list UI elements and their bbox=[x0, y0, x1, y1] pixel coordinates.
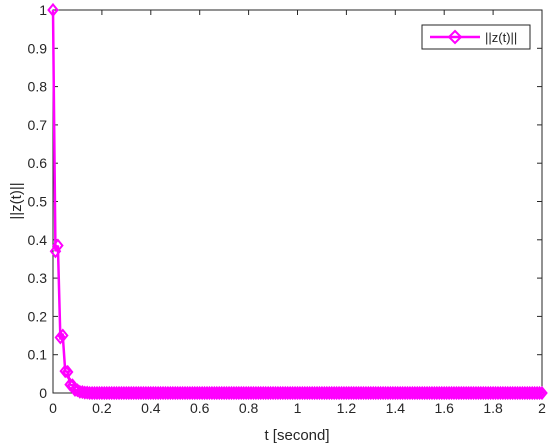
x-tick-label: 0.6 bbox=[190, 400, 210, 416]
data-point bbox=[52, 238, 64, 253]
legend: ||z(t)|| bbox=[421, 24, 531, 50]
data-point bbox=[47, 2, 59, 18]
y-tick-label: 0.4 bbox=[28, 232, 48, 248]
axis-ticks: 0 0.2 0.4 0.6 0.8 1 1.2 1.4 1.6 1.8 2 0 0.1 0.2 0.3 0.4… bbox=[28, 2, 547, 416]
x-tick-label: 1.8 bbox=[483, 400, 503, 416]
y-tick-label: 1 bbox=[39, 2, 47, 18]
y-tick-label: 0 bbox=[39, 385, 47, 401]
x-axis-label: t [second] bbox=[264, 427, 329, 444]
y-tick-label: 0.5 bbox=[28, 194, 48, 210]
x-tick-label: 1.2 bbox=[337, 400, 357, 416]
x-tick-label: 1.4 bbox=[386, 400, 406, 416]
y-tick-label: 0.8 bbox=[28, 79, 48, 95]
data-point bbox=[56, 328, 69, 343]
legend-marker bbox=[447, 29, 463, 45]
y-axis-label: ||z(t)|| bbox=[8, 182, 25, 219]
data-point bbox=[61, 364, 74, 380]
data-point bbox=[536, 385, 548, 401]
x-tick-label: 1 bbox=[294, 400, 302, 416]
series-layer bbox=[47, 2, 548, 401]
x-tick-label: 1.6 bbox=[434, 400, 454, 416]
x-tick-label: 0.4 bbox=[141, 400, 161, 416]
x-tick-label: 0 bbox=[49, 400, 57, 416]
y-tick-label: 0.9 bbox=[28, 40, 48, 56]
x-tick-label: 2 bbox=[538, 400, 546, 416]
legend-label: ||z(t)|| bbox=[485, 30, 517, 45]
x-tick-label: 0.8 bbox=[239, 400, 259, 416]
data-point bbox=[533, 385, 546, 401]
x-tick-label: 0.2 bbox=[92, 400, 112, 416]
y-tick-label: 0.3 bbox=[28, 270, 48, 286]
data-point bbox=[59, 364, 72, 379]
y-tick-label: 0.1 bbox=[28, 347, 48, 363]
y-tick-label: 0.7 bbox=[28, 117, 48, 133]
plot-area bbox=[52, 9, 543, 394]
y-tick-label: 0.2 bbox=[28, 308, 48, 324]
y-tick-label: 0.6 bbox=[28, 155, 48, 171]
